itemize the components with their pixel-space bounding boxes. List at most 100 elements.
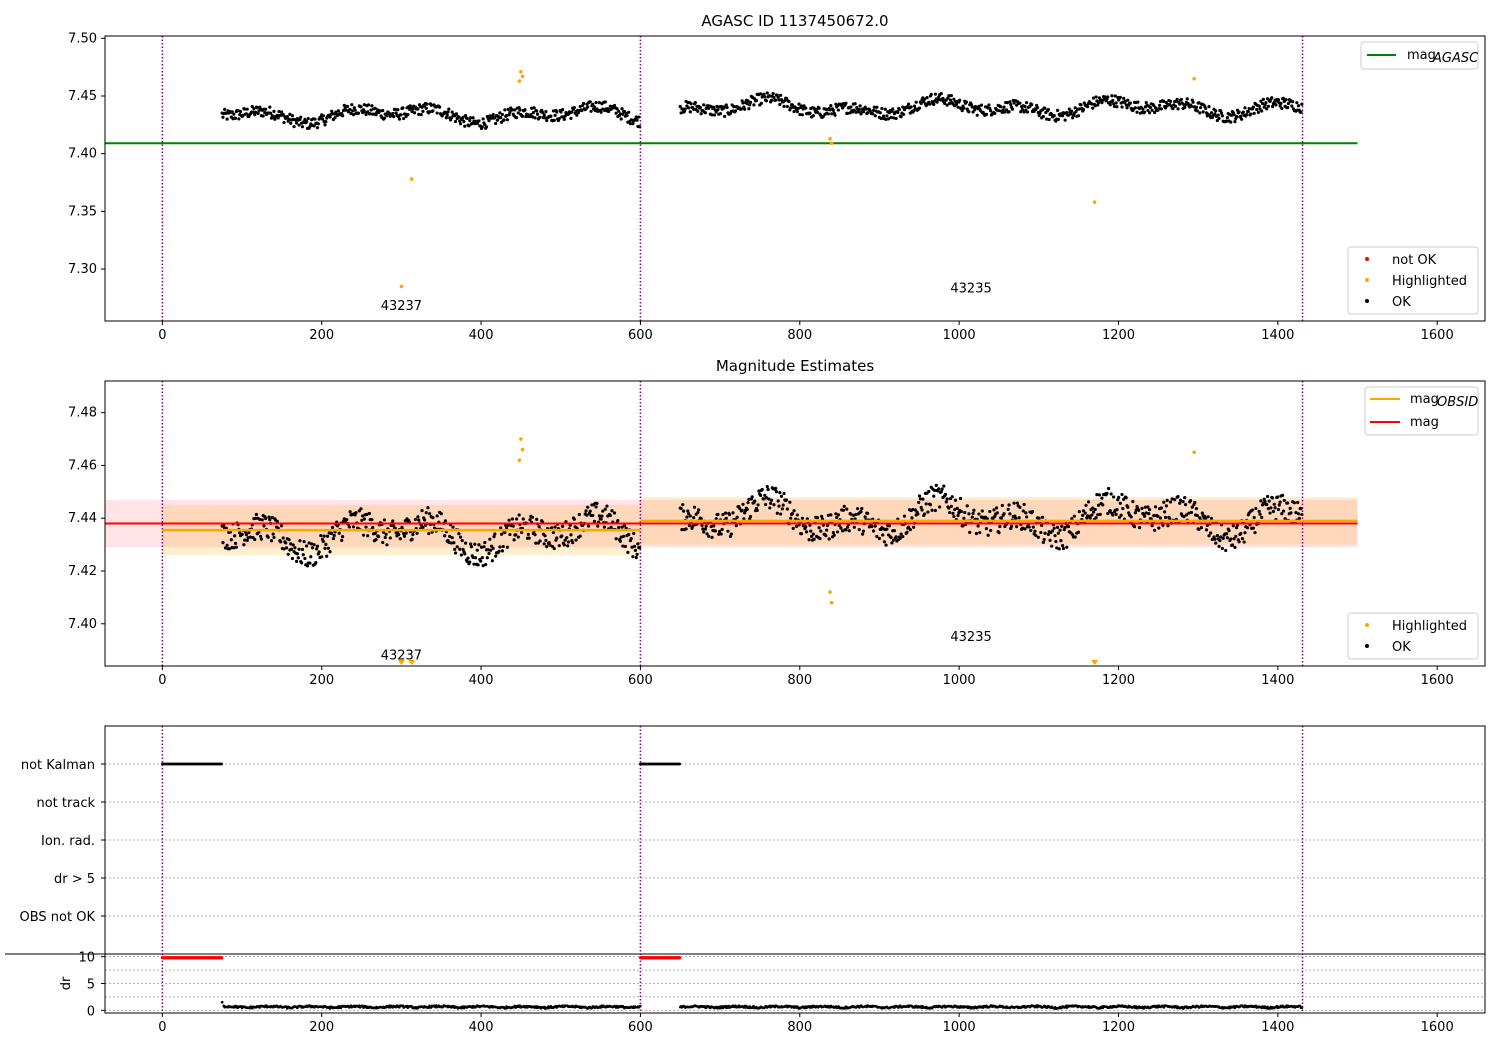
magnitude-ok-point xyxy=(426,506,430,510)
magnitude-ok-point xyxy=(1297,516,1301,521)
magnitude-ok-point xyxy=(819,529,823,533)
magnitude-ok-point xyxy=(500,549,504,553)
magnitude-ok-point xyxy=(545,545,549,549)
agasc-ok-point xyxy=(922,97,927,101)
y-tick-label: 7.44 xyxy=(68,511,97,526)
magnitude-ok-point xyxy=(243,538,247,542)
flag-point xyxy=(678,762,682,766)
agasc-ok-point xyxy=(445,113,449,117)
magnitude-ok-point xyxy=(1281,509,1286,513)
agasc-ok-point xyxy=(799,104,804,108)
agasc-ok-point xyxy=(250,104,254,109)
magnitude-ok-point xyxy=(792,509,796,513)
magnitude-ok-point xyxy=(1178,501,1182,505)
agasc-ok-point xyxy=(545,118,549,123)
magnitude-ok-point xyxy=(760,487,764,492)
magnitude-ok-point xyxy=(1195,513,1199,518)
magnitude-ok-point xyxy=(1091,506,1095,510)
agasc-ok-point xyxy=(804,106,808,110)
agasc-ok-point xyxy=(891,107,895,111)
magnitude-ok-point xyxy=(1041,540,1045,544)
magnitude-ok-point xyxy=(521,517,525,521)
dr-not-ok-point xyxy=(678,956,682,960)
magnitude-ok-point xyxy=(1231,524,1235,528)
magnitude-ok-point xyxy=(682,509,686,513)
magnitude-ok-point xyxy=(785,507,789,511)
y-tick-label: 7.48 xyxy=(68,406,97,421)
magnitude-ok-point xyxy=(298,539,302,543)
magnitude-ok-point xyxy=(264,516,268,521)
magnitude-ok-point xyxy=(1137,508,1141,512)
magnitude-ok-point xyxy=(618,539,622,543)
agasc-ok-point xyxy=(544,109,548,114)
magnitude-ok-point xyxy=(922,512,927,516)
x-tick-label: 1000 xyxy=(943,328,976,343)
agasc-ok-point xyxy=(1019,110,1023,114)
agasc-ok-point xyxy=(294,121,299,125)
agasc-ok-point xyxy=(754,98,758,103)
magnitude-ok-point xyxy=(974,531,979,536)
magnitude-ok-point xyxy=(762,497,766,501)
agasc-ok-point xyxy=(237,117,241,121)
agasc-ok-point xyxy=(789,106,793,110)
magnitude-ok-point xyxy=(916,512,920,516)
magnitude-ok-point xyxy=(321,539,325,544)
magnitude-ok-point xyxy=(875,534,879,539)
magnitude-ok-point xyxy=(622,524,627,528)
magnitude-ok-point xyxy=(1168,517,1172,521)
agasc-highlighted-point xyxy=(1192,76,1196,81)
magnitude-ok-point xyxy=(1094,516,1098,520)
agasc-ok-point xyxy=(495,118,499,122)
agasc-ok-point xyxy=(446,110,450,114)
agasc-ok-point xyxy=(1025,110,1030,114)
magnitude-ok-point xyxy=(1190,505,1194,509)
magnitude-ok-point xyxy=(542,542,546,546)
agasc-ok-point xyxy=(696,109,700,113)
magnitude-ok-point xyxy=(779,494,784,498)
magnitude-ok-point xyxy=(1052,526,1056,530)
agasc-ok-point xyxy=(1152,103,1156,108)
magnitude-ok-point xyxy=(825,528,829,532)
agasc-ok-point xyxy=(503,108,507,112)
agasc-ok-point xyxy=(1284,98,1288,102)
agasc-highlighted-point xyxy=(519,69,523,74)
magnitude-ok-point xyxy=(459,553,463,557)
agasc-ok-point xyxy=(308,124,312,129)
magnitude-ok-point xyxy=(337,531,341,535)
agasc-ok-point xyxy=(628,122,632,126)
magnitude-ok-point xyxy=(970,515,974,519)
magnitude-panel-title: Magnitude Estimates xyxy=(716,357,874,375)
magnitude-ok-point xyxy=(985,517,989,521)
agasc-ok-point xyxy=(1046,107,1050,112)
agasc-ok-point xyxy=(858,104,862,108)
x-tick-label: 1400 xyxy=(1261,328,1294,343)
magnitude-ok-point xyxy=(592,519,597,523)
magnitude-ok-point xyxy=(1173,498,1177,502)
agasc-ok-point xyxy=(397,117,402,121)
magnitude-ok-point xyxy=(835,530,840,534)
agasc-ok-point xyxy=(1286,101,1291,106)
magnitude-ok-point xyxy=(836,513,840,517)
agasc-ok-point xyxy=(1081,108,1086,112)
magnitude-ok-point xyxy=(856,507,860,511)
magnitude-ok-point xyxy=(1270,496,1275,500)
magnitude-ok-point xyxy=(1224,532,1229,536)
magnitude-ok-point xyxy=(1227,529,1231,533)
magnitude-ok-point xyxy=(1232,537,1236,541)
agasc-ok-point xyxy=(617,109,621,113)
agasc-ok-point xyxy=(1123,99,1127,103)
magnitude-ok-point xyxy=(719,532,723,536)
agasc-ok-point xyxy=(1077,107,1081,111)
legend-label: OK xyxy=(1392,295,1411,310)
magnitude-ok-point xyxy=(609,525,613,529)
magnitude-ok-point xyxy=(484,562,488,567)
magnitude-ok-point xyxy=(978,531,982,535)
magnitude-ok-point xyxy=(272,535,276,540)
agasc-ok-point xyxy=(1171,106,1175,111)
magnitude-ok-point xyxy=(516,535,520,539)
agasc-ok-point xyxy=(967,110,971,114)
agasc-ok-point xyxy=(529,112,533,117)
x-tick-label: 1600 xyxy=(1421,328,1454,343)
magnitude-ok-point xyxy=(485,556,489,560)
magnitude-ok-point xyxy=(233,541,238,545)
